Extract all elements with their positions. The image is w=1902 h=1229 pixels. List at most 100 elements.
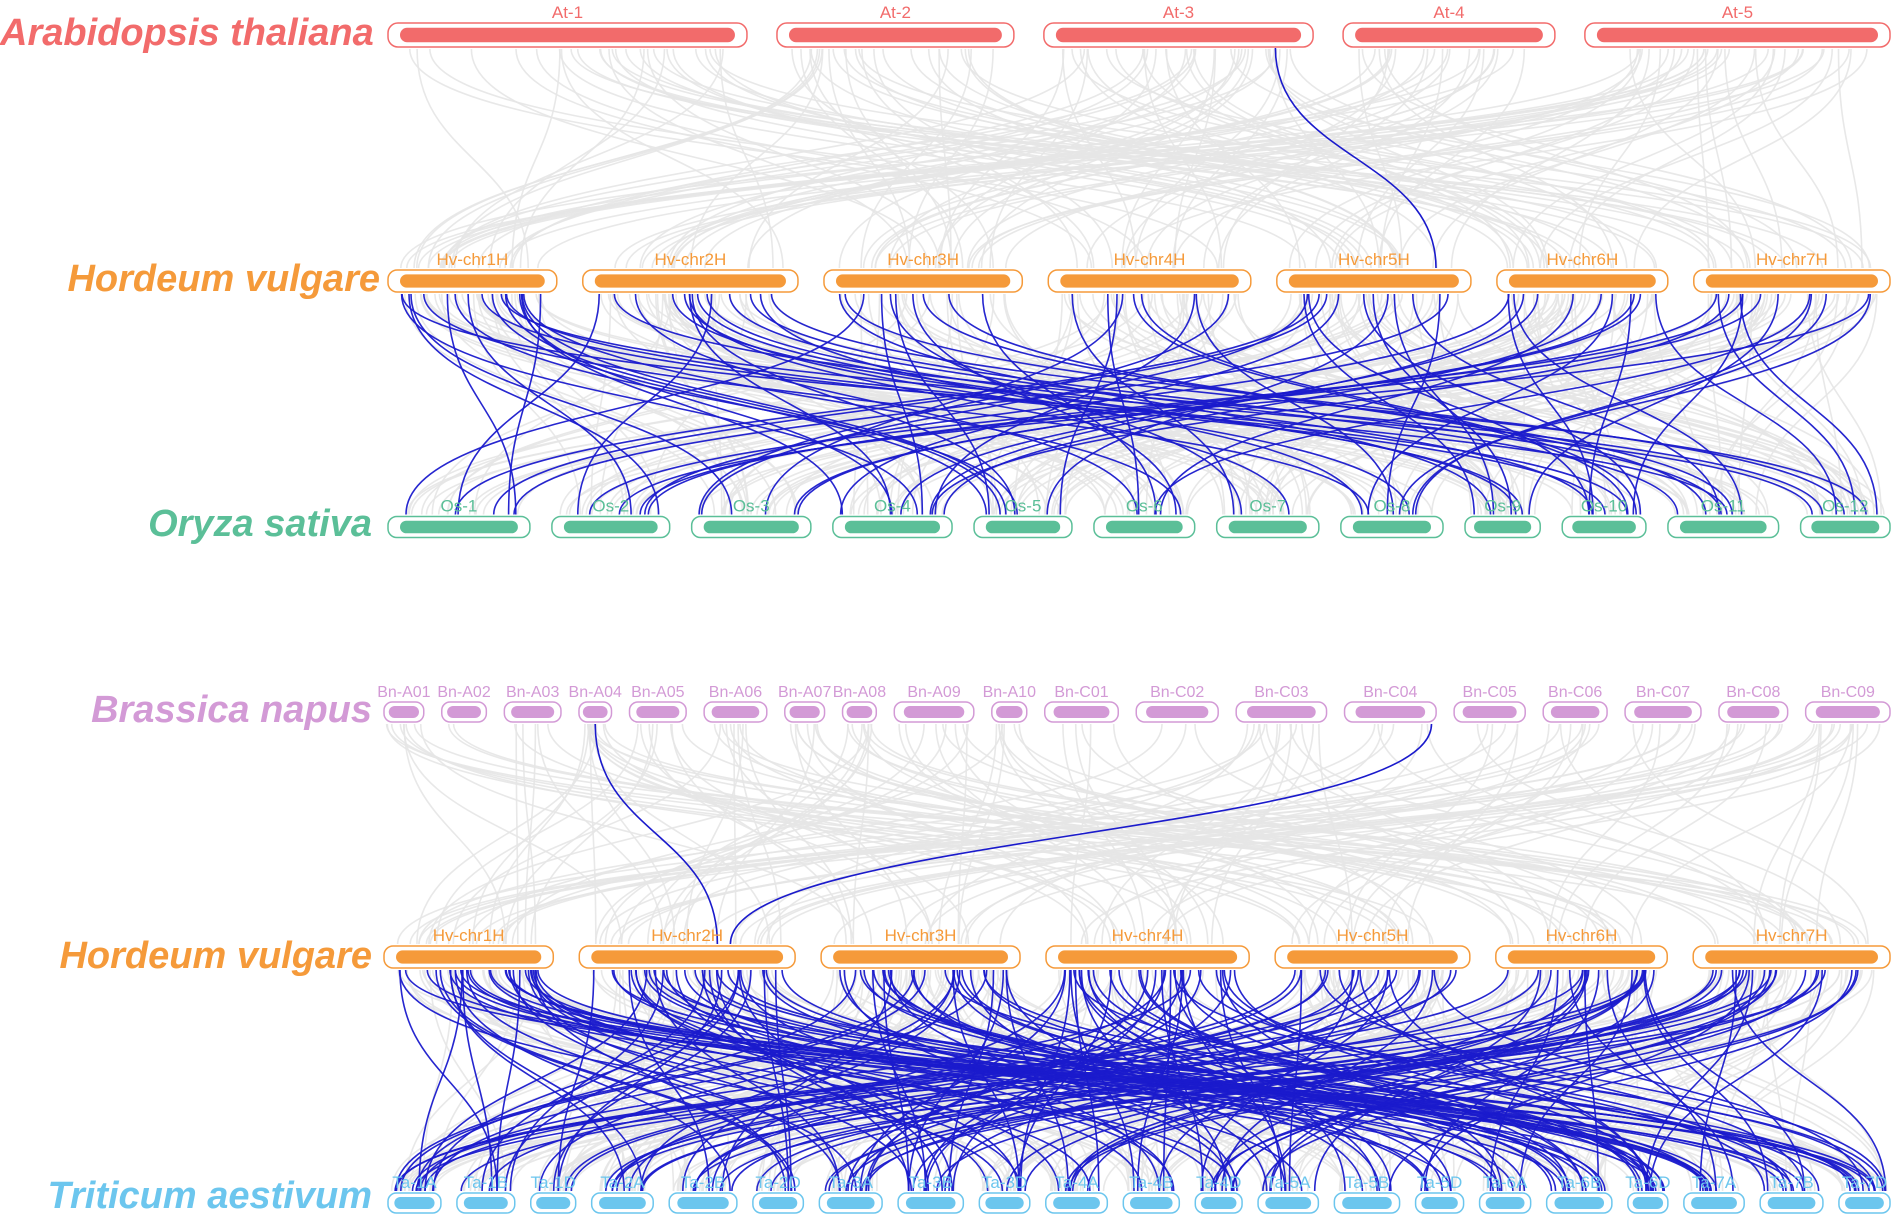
chromosome-label: At-4 [1433,3,1464,22]
highlight-link [1195,293,1395,515]
background-link [604,723,1811,945]
chromosome-bar [1355,706,1426,718]
chromosome-bar [1053,706,1110,718]
background-link [1079,48,1438,269]
background-link [1380,48,1444,269]
background-link [646,48,941,269]
highlight-link [689,293,892,515]
chromosome-label: Os-11 [1701,497,1746,516]
chromosome-label: Hv-chr4H [1114,250,1186,269]
background-link [877,969,1210,1192]
highlight-link [398,969,1004,1192]
background-link [1331,293,1699,515]
chromosome-bar [400,274,545,288]
highlight-link [956,969,1571,1192]
highlight-link [847,969,1202,1192]
highlight-link [1107,293,1140,515]
background-link [560,48,784,269]
track-hv2: Hv-chr1H Hv-chr2H Hv-chr3H Hv-chr4H Hv-chr5H… [383,926,1891,969]
highlight-link [756,969,1644,1192]
highlight-link [449,969,1452,1192]
chromosome-bar [985,1197,1024,1209]
background-link [429,48,1306,269]
background-link [1755,293,1878,515]
species-label-brassica: Brassica napus [91,689,372,731]
background-link [608,48,909,269]
highlight-link [504,293,1001,515]
chromosome-bar [1060,274,1239,288]
highlight-link [1073,969,1793,1192]
background-link [472,723,590,945]
highlight-link [424,969,648,1192]
chromosome-bar [1053,1197,1100,1209]
track-ta: Ta-1A Ta-1B Ta-1D Ta-2A Ta-2B Ta-2D Ta-3A Ta-3B… [387,1173,1891,1214]
background-link [416,48,529,269]
chromosome-bar [582,706,608,718]
background-link [404,293,716,515]
background-link [998,723,1209,945]
background-link [845,48,953,269]
chromosome-label: Os-7 [1249,497,1286,516]
highlight-link [410,293,733,515]
background-link [1289,48,1798,269]
highlight-link [618,293,1870,515]
chromosome-label: Bn-A09 [907,684,960,701]
background-link [468,723,1163,945]
highlight-link [491,293,988,515]
highlight-link [395,969,915,1192]
chromosome-label: Ta-5D [1417,1173,1462,1192]
chromosome-bar [536,1197,571,1209]
highlight-link [1513,293,1743,515]
highlight-link [400,293,919,515]
highlight-link [1154,293,1811,515]
background-link [1559,723,1768,945]
chromosome-bar [1596,27,1878,43]
chromosome-label: Ta-3D [982,1173,1027,1192]
background-link [1307,293,1773,515]
chromosome-label: Ta-6A [1483,1173,1528,1192]
chromosome-label: Hv-chr5H [1338,250,1410,269]
chromosome-label: Os-6 [1126,497,1163,516]
highlight-link [1214,969,1807,1192]
background-link [435,723,639,945]
highlight-link [694,969,1420,1192]
background-link [1568,48,1786,269]
background-link [1611,293,1875,515]
highlight-link [424,969,1398,1192]
highlight-link [1262,969,1857,1192]
background-link [854,48,1509,269]
highlight-link [467,293,632,515]
highlight-link [613,293,1824,515]
background-link [977,723,1833,945]
chromosome-bar [1288,274,1459,288]
background-link [1806,293,1882,515]
species-label-oryza: Oryza sativa [148,503,372,545]
background-link [604,723,925,945]
background-link [1166,723,1314,945]
background-link [1535,293,1853,515]
track-bn: Bn-A01 Bn-A02 Bn-A03 Bn-A04 Bn-A05 Bn-A06 Bn-A… [377,684,1891,723]
chromosome-label: Bn-C01 [1054,684,1108,701]
chromosome-label: Ta-1B [464,1173,508,1192]
background-link [588,723,676,945]
highlight-link [824,969,1778,1192]
background-link [1291,723,1696,945]
background-link [1336,293,1479,515]
chromosome-label: Ta-7D [1842,1173,1887,1192]
background-link [794,723,908,945]
highlight-link [1393,293,1495,515]
highlight-link [728,293,1679,515]
highlight-link [1372,293,1512,515]
highlight-link [1717,293,1856,515]
highlight-link [1215,969,1766,1192]
highlight-link [405,293,865,515]
background-link [1438,293,1516,515]
background-link [1383,723,1572,945]
highlight-link [774,969,792,1192]
chromosome-label: Ta-2B [681,1173,725,1192]
highlight-link [529,969,1235,1192]
background-link [1713,969,1770,1192]
highlight-link [700,293,1309,515]
chromosome-bar [711,706,760,718]
highlight-link [416,969,857,1192]
